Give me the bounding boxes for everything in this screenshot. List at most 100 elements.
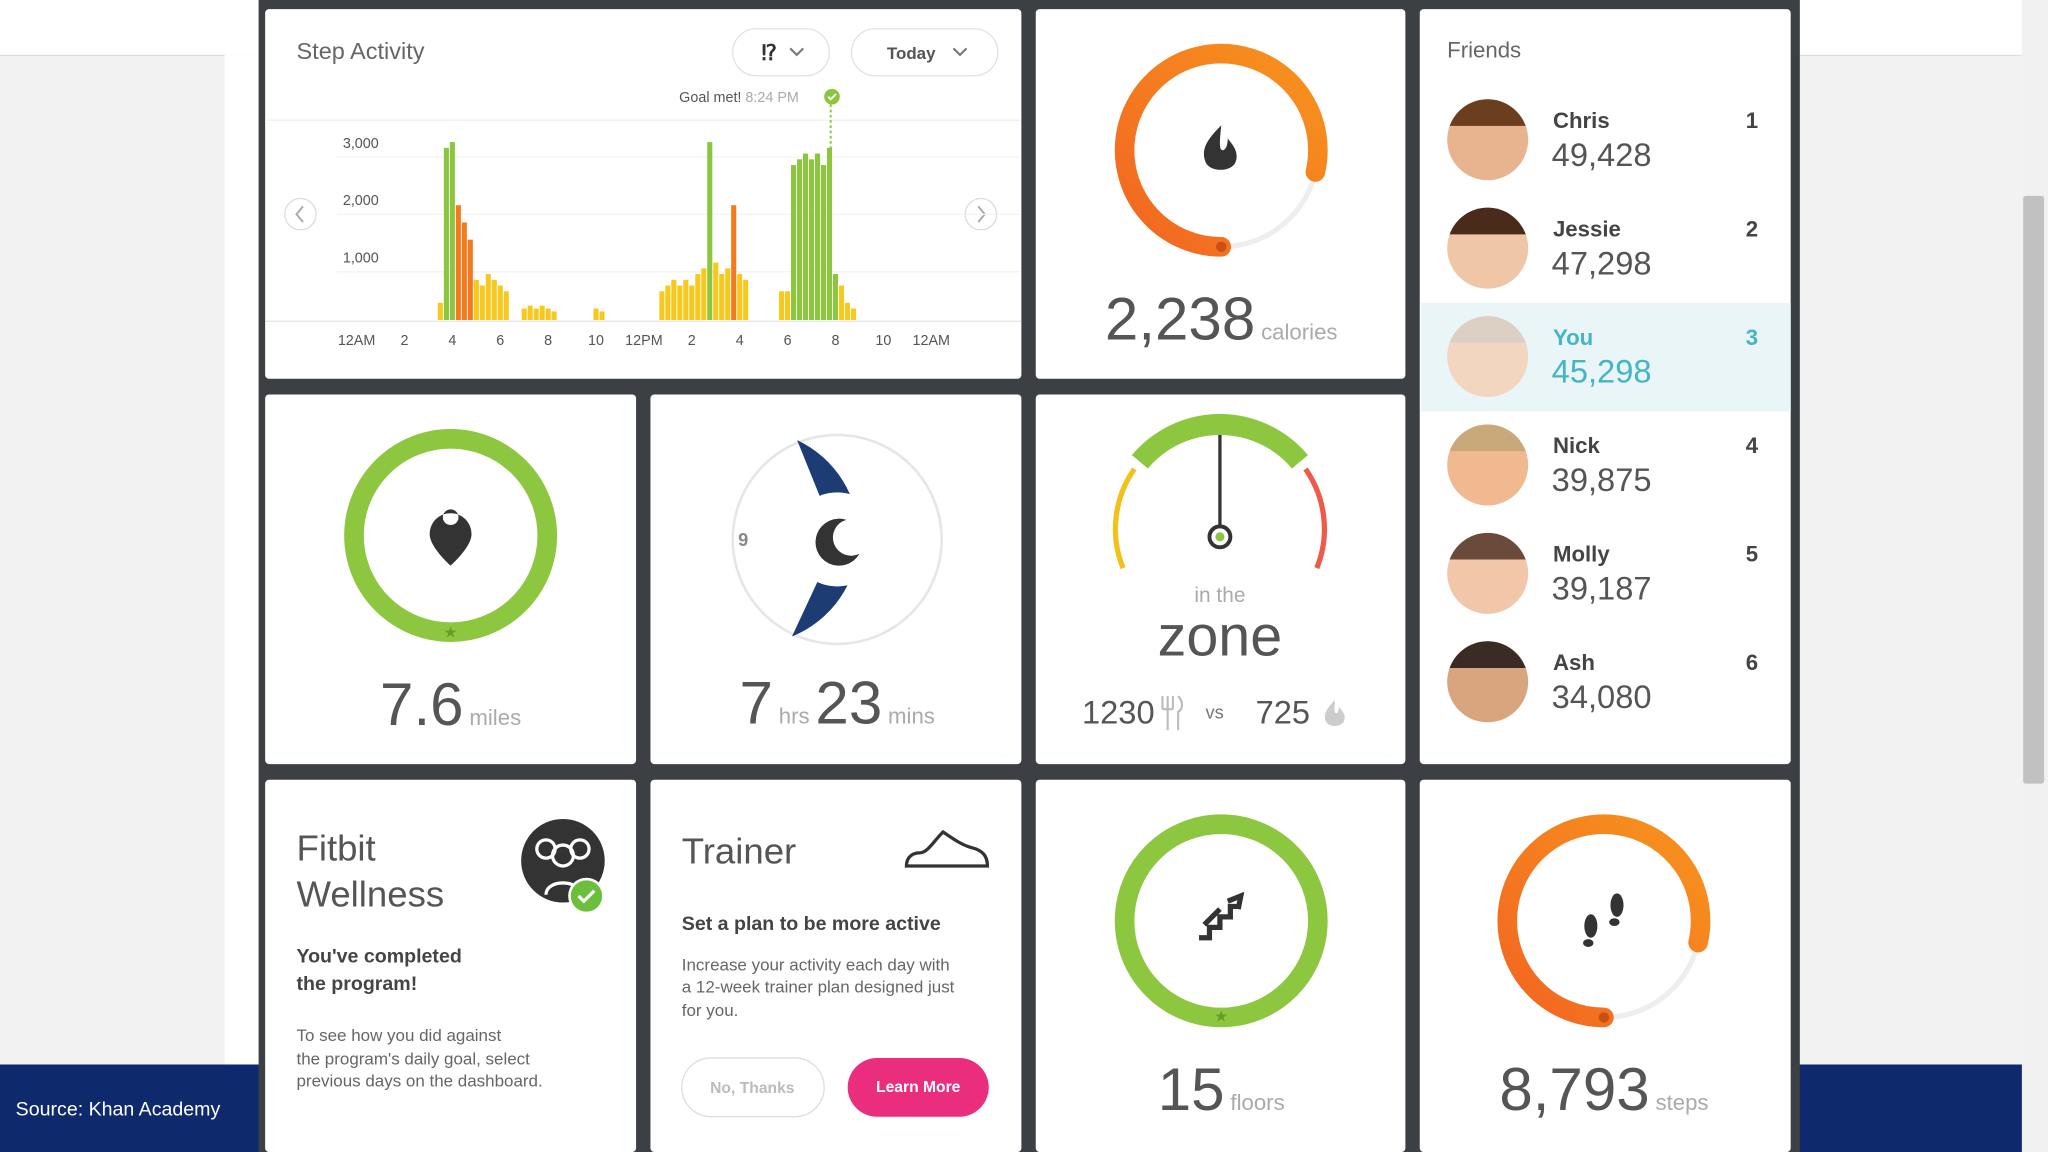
- step-bar: [725, 268, 731, 320]
- step-bar: [521, 308, 527, 320]
- trainer-text: Increase your activity each day with: [682, 955, 950, 974]
- step-bar: [743, 279, 749, 320]
- date-label[interactable]: Today: [887, 44, 936, 63]
- date-dropdown[interactable]: Today: [850, 28, 999, 77]
- sleep-hours: 7: [740, 670, 773, 737]
- dial-tick: [882, 618, 888, 626]
- pin-icon: [429, 509, 472, 566]
- card-title: Step Activity: [296, 38, 424, 64]
- friend-row[interactable]: Ash 34,080 6: [1447, 641, 1758, 723]
- wellness-headline: You've completed: [296, 946, 461, 968]
- step-bar: [461, 222, 467, 320]
- activity-type-dropdown[interactable]: ⁉: [732, 28, 831, 77]
- chart-nav-prev[interactable]: [284, 197, 317, 231]
- wellness-text: previous days on the dashboard.: [296, 1072, 542, 1091]
- friend-row[interactable]: Molly 39,187 5: [1447, 532, 1758, 614]
- button-label[interactable]: Learn More: [876, 1079, 961, 1096]
- y-tick-label: 3,000: [343, 136, 379, 152]
- step-bar: [731, 205, 737, 320]
- dial-label: 9: [738, 529, 748, 550]
- step-bar: [803, 153, 809, 320]
- zone-word: zone: [1158, 605, 1283, 669]
- calories-burned: 725: [1256, 694, 1310, 731]
- friend-rank: 3: [1746, 325, 1758, 350]
- step-bar: [545, 308, 551, 320]
- friend-rank: 4: [1746, 433, 1759, 458]
- friend-name: You: [1553, 325, 1593, 350]
- step-bar: [797, 159, 803, 320]
- gauge-low: [1112, 467, 1137, 570]
- friend-steps: 39,187: [1552, 570, 1652, 607]
- friend-row[interactable]: Nick 39,875 4: [1447, 424, 1759, 506]
- sleep-value: 7 hrs 23 mins: [740, 670, 935, 737]
- x-tick-label: 8: [831, 333, 839, 349]
- versus: vs: [1206, 701, 1224, 722]
- step-chart: 1,000 2,000 3,000 12AM 2 4 6 8 10 12PM 2 4 6 8 10 12AM: [265, 88, 1022, 349]
- learn-more-button[interactable]: Learn More: [847, 1057, 989, 1117]
- goal-time: 8:24 PM: [745, 90, 798, 106]
- ring-start: [1216, 241, 1227, 253]
- decline-button[interactable]: No, Thanks: [681, 1057, 825, 1118]
- friend-steps: 39,875: [1552, 461, 1652, 498]
- avatar-hair: [1449, 207, 1526, 235]
- wellness-text: the program's daily goal, select: [296, 1049, 530, 1068]
- ring-start: [1598, 1012, 1610, 1023]
- flame-icon: [1203, 125, 1237, 170]
- wellness-title: Wellness: [296, 873, 444, 914]
- step-bar: [437, 302, 443, 320]
- x-tick-label: 12AM: [913, 333, 951, 349]
- trainer-headline: Set a plan to be more active: [682, 913, 941, 935]
- steps-ring: [1497, 814, 1711, 1028]
- ring-progress: [1497, 814, 1711, 1028]
- calories-ring: [1114, 43, 1328, 257]
- dial-label: 12: [827, 440, 847, 461]
- step-bar: [707, 142, 713, 320]
- dial-label: 6: [832, 623, 842, 644]
- step-bar: [443, 147, 449, 320]
- step-bar: [503, 291, 509, 320]
- friend-rank: 2: [1746, 216, 1758, 241]
- goal-check-mark: [827, 93, 837, 101]
- scrollbar-thumb[interactable]: [2023, 195, 2045, 784]
- gauge-high: [1303, 467, 1328, 570]
- calories-value: 2,238 calories: [1105, 286, 1338, 353]
- card-title: Friends: [1447, 37, 1521, 62]
- avatar-hair: [1449, 316, 1526, 343]
- x-tick-label: 10: [875, 333, 891, 349]
- step-bar: [539, 305, 545, 320]
- x-tick-label: 12AM: [338, 333, 376, 349]
- friend-row[interactable]: You 45,298 3: [1421, 303, 1791, 412]
- step-bar: [593, 308, 599, 320]
- sleep-center: [790, 492, 885, 587]
- side-panel: [224, 54, 259, 1065]
- step-bar: [814, 153, 821, 320]
- friend-row[interactable]: Jessie 47,298 2: [1447, 207, 1758, 289]
- wellness-headline: the program!: [296, 973, 417, 995]
- x-tick-label: 12PM: [625, 333, 663, 349]
- step-bar: [533, 308, 539, 320]
- y-tick-label: 2,000: [343, 193, 379, 209]
- x-tick-label: 2: [688, 333, 696, 349]
- trainer-text: a 12-week trainer plan designed just: [682, 978, 955, 997]
- footprints-icon: [1583, 893, 1624, 947]
- distance-ring: [344, 429, 558, 642]
- dial-tick: [915, 584, 924, 590]
- friend-row[interactable]: Chris 49,428 1: [1447, 99, 1758, 181]
- calories-eaten: 1230: [1082, 694, 1155, 731]
- trainer-text: for you.: [682, 1001, 739, 1020]
- x-tick-label: 6: [496, 333, 504, 349]
- button-label[interactable]: No, Thanks: [710, 1080, 795, 1097]
- avatar-hair: [1449, 99, 1526, 126]
- ring-progress: [1114, 43, 1328, 257]
- steps-value: 8,793 steps: [1499, 1056, 1708, 1123]
- step-bar: [808, 159, 815, 320]
- step-bar: [497, 285, 503, 320]
- step-bar: [701, 268, 707, 320]
- x-tick-label: 8: [544, 333, 552, 349]
- y-tick-label: 1,000: [343, 251, 379, 267]
- wellness-text: To see how you did against: [296, 1026, 501, 1045]
- avatar-hair: [1449, 424, 1526, 452]
- x-tick-label: 4: [448, 333, 456, 349]
